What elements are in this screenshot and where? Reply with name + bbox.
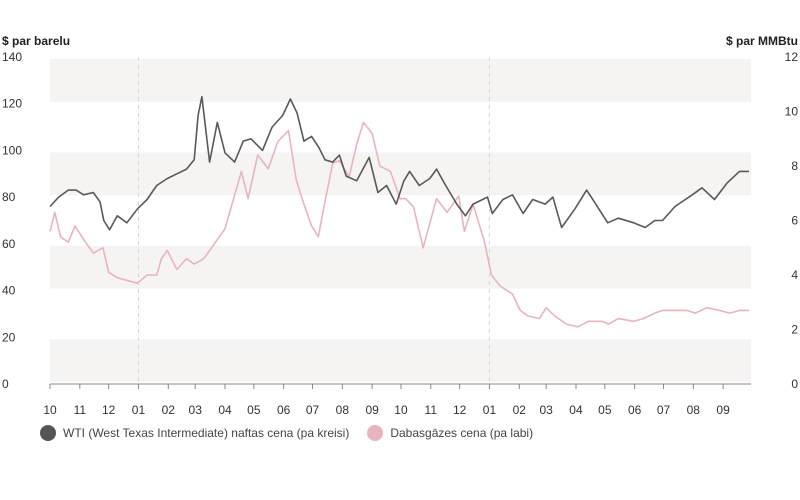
x-tick-year-label: ’21 — [42, 418, 58, 420]
x-tick-label: 12 — [102, 403, 116, 417]
left-y-tick-label: 0 — [2, 377, 9, 391]
x-tick-label: 11 — [74, 403, 87, 417]
left-y-tick-label: 80 — [2, 190, 16, 204]
left-y-tick-label: 60 — [2, 237, 16, 251]
x-tick-label: 08 — [687, 403, 701, 417]
wti-series-line — [49, 95, 750, 231]
right-y-tick-label: 2 — [791, 323, 798, 337]
left-y-tick-label: 100 — [2, 143, 22, 157]
x-tick-label: 10 — [394, 403, 408, 417]
left-y-tick-label: 140 — [2, 50, 22, 64]
gas-legend-swatch — [367, 425, 384, 441]
x-tick-label: 01 — [132, 403, 146, 417]
x-tick-label: 09 — [716, 403, 730, 417]
legend-item-gas: Dabasgāzes cena (pa labi) — [367, 425, 533, 441]
legend: WTI (West Texas Intermediate) naftas cen… — [40, 425, 551, 441]
left-y-tick-label: 120 — [2, 97, 22, 111]
right-axis-title: $ par MMBtu — [726, 34, 798, 48]
x-tick-label: 05 — [598, 403, 612, 417]
x-tick-label: 04 — [218, 403, 232, 417]
x-tick-label: 03 — [540, 403, 554, 417]
wti-legend-swatch — [40, 425, 56, 441]
x-tick-label: 10 — [43, 403, 57, 417]
x-tick-year-label: ’23 — [481, 418, 497, 420]
legend-item-wti: WTI (West Texas Intermediate) naftas cen… — [40, 425, 349, 441]
gas-series-line — [49, 121, 750, 328]
x-tick-label: 05 — [247, 403, 261, 417]
x-tick-label: 11 — [425, 403, 438, 417]
x-tick-label: 07 — [306, 403, 320, 417]
legend-label-wti: WTI (West Texas Intermediate) naftas cen… — [63, 426, 350, 440]
legend-label-gas: Dabasgāzes cena (pa labi) — [390, 426, 534, 440]
left-y-tick-label: 20 — [2, 330, 16, 344]
x-tick-label: 03 — [189, 403, 203, 417]
right-y-tick-label: 10 — [785, 105, 799, 119]
grid-band — [50, 58, 751, 102]
right-y-tick-label: 12 — [785, 50, 799, 64]
grid-band — [50, 339, 751, 383]
x-tick-year-label: ’22 — [130, 418, 146, 420]
x-tick-label: 06 — [277, 403, 291, 417]
left-y-tick-label: 40 — [2, 284, 16, 298]
grid-band — [50, 245, 751, 289]
x-tick-label: 06 — [628, 403, 642, 417]
right-y-tick-label: 6 — [791, 214, 798, 228]
x-tick-label: 09 — [365, 403, 379, 417]
x-tick-label: 04 — [569, 403, 583, 417]
right-y-tick-label: 0 — [791, 377, 798, 391]
right-y-tick-label: 8 — [791, 159, 798, 173]
x-tick-label: 02 — [162, 403, 176, 417]
line-chart: 02040608010012014002468101210’21111201’2… — [2, 50, 799, 420]
grid-band — [50, 152, 751, 196]
x-tick-label: 02 — [513, 403, 527, 417]
left-axis-title: $ par barelu — [2, 34, 71, 48]
x-tick-label: 07 — [657, 403, 671, 417]
x-tick-label: 12 — [453, 403, 467, 417]
right-y-tick-label: 4 — [791, 268, 798, 282]
x-tick-label: 01 — [483, 403, 497, 417]
x-tick-label: 08 — [336, 403, 350, 417]
